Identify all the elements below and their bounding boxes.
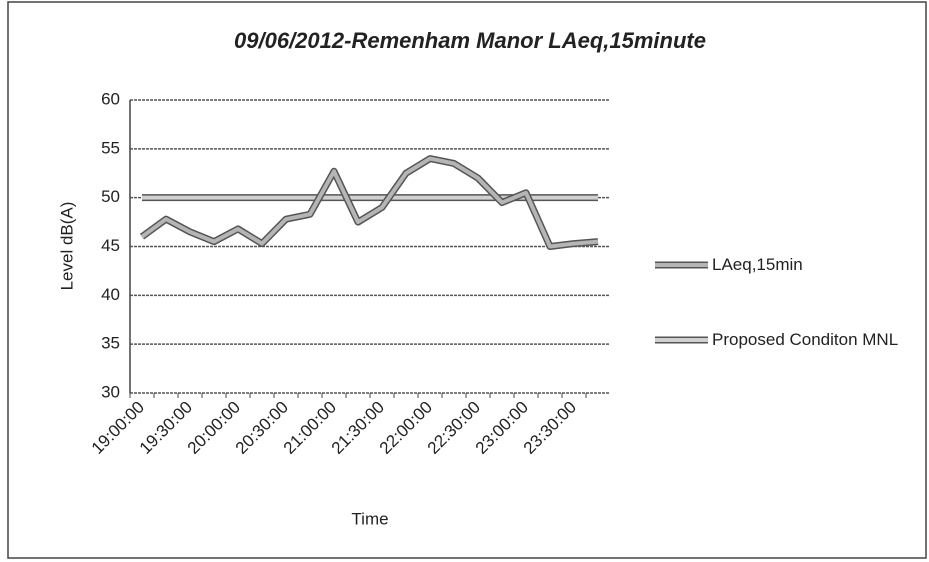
legend-label: LAeq,15min [712, 255, 803, 274]
legend-label: Proposed Conditon MNL [712, 330, 899, 349]
y-tick-label: 60 [101, 89, 120, 108]
series-line [140, 156, 599, 249]
x-axis-label: Time [351, 509, 388, 528]
y-tick-label: 30 [101, 382, 120, 401]
chart-title: 09/06/2012-Remenham Manor LAeq,15minute [234, 28, 706, 53]
y-tick-label: 45 [101, 236, 120, 255]
chart-border [7, 1, 927, 559]
y-tick-label: 35 [101, 334, 120, 353]
y-tick-label: 40 [101, 285, 120, 304]
y-axis-label: Level dB(A) [57, 202, 76, 291]
x-tick-label: 23:30:00 [520, 398, 580, 458]
y-tick-label: 55 [101, 138, 120, 157]
y-tick-label: 50 [101, 187, 120, 206]
